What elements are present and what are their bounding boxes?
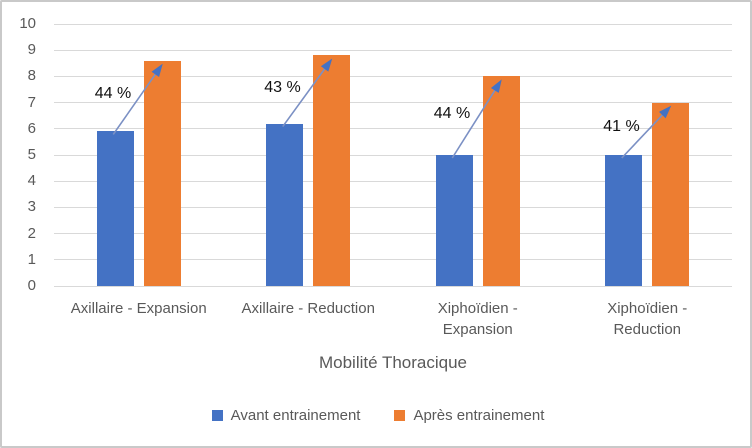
y-tick-label: 4 bbox=[27, 172, 36, 190]
y-tick-label: 5 bbox=[27, 146, 36, 163]
y-axis: 0 1 2 3 4 5 6 7 8 9 10 bbox=[2, 15, 44, 294]
bar-apres-group-4 bbox=[652, 102, 690, 286]
gridline bbox=[54, 49, 732, 51]
percent-increase-label: 43 % bbox=[264, 78, 301, 96]
x-category-label: Xiphoïdien - Reduction bbox=[607, 300, 688, 338]
gridline bbox=[54, 180, 732, 182]
legend-label: Après entrainement bbox=[413, 407, 545, 424]
percent-increase-label: 41 % bbox=[603, 117, 640, 135]
y-tick-label: 1 bbox=[27, 250, 36, 268]
x-axis-title: Mobilité Thoracique bbox=[318, 353, 468, 372]
legend: Avant entrainement Après entrainement bbox=[2, 407, 750, 424]
plot-area: 44 % 43 % 44 % 41 % bbox=[54, 23, 732, 287]
gridline bbox=[54, 154, 732, 156]
bar-apres-group-2 bbox=[313, 55, 351, 286]
x-category-label: Axillaire - Expansion bbox=[70, 300, 207, 317]
legend-item-avant: Avant entrainement bbox=[211, 407, 361, 424]
bar-avant-group-1 bbox=[96, 131, 134, 286]
percent-increase-label: 44 % bbox=[94, 85, 132, 103]
gridline bbox=[54, 23, 732, 25]
bar-avant-group-2 bbox=[266, 123, 304, 286]
legend-swatch-icon bbox=[211, 410, 223, 421]
x-category-label: Xiphoïdien - Expansion bbox=[437, 300, 518, 338]
y-tick-label: 10 bbox=[19, 15, 36, 32]
y-tick-label: 2 bbox=[27, 224, 36, 242]
gridline bbox=[54, 259, 732, 261]
gridline bbox=[54, 233, 732, 235]
gridline bbox=[54, 285, 732, 287]
bar-avant-group-4 bbox=[605, 155, 643, 286]
gridline bbox=[54, 206, 732, 208]
y-tick-label: 9 bbox=[27, 41, 36, 59]
gridline bbox=[54, 102, 732, 104]
y-tick-label: 7 bbox=[27, 93, 36, 111]
y-tick-label: 3 bbox=[27, 198, 36, 216]
y-tick-label: 8 bbox=[27, 67, 36, 85]
bar-avant-group-3 bbox=[435, 155, 473, 286]
percent-increase-label: 44 % bbox=[433, 104, 471, 122]
gridline bbox=[54, 128, 732, 130]
bar-apres-group-3 bbox=[482, 76, 520, 286]
gridline bbox=[54, 75, 732, 77]
bar-apres-group-1 bbox=[143, 60, 181, 286]
legend-item-apres: Après entrainement bbox=[394, 407, 544, 424]
legend-swatch-icon bbox=[394, 410, 406, 421]
y-tick-label: 6 bbox=[27, 119, 36, 137]
legend-label: Avant entrainement bbox=[230, 407, 361, 424]
x-axis-labels: Axillaire - Expansion Axillaire - Reducti… bbox=[54, 298, 732, 340]
x-category-label: Axillaire - Reduction bbox=[241, 300, 375, 317]
y-tick-label: 0 bbox=[27, 277, 36, 294]
